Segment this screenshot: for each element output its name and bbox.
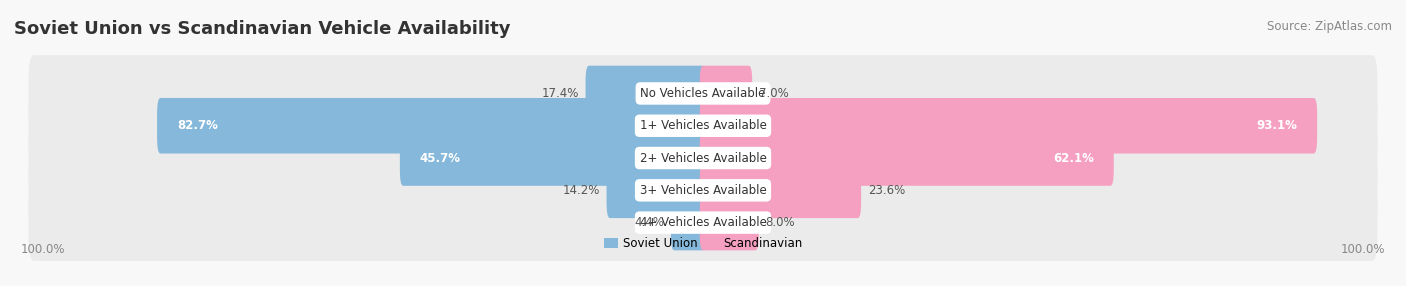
FancyBboxPatch shape xyxy=(700,195,759,250)
FancyBboxPatch shape xyxy=(700,66,752,121)
Text: 23.6%: 23.6% xyxy=(868,184,905,197)
FancyBboxPatch shape xyxy=(28,152,1378,229)
FancyBboxPatch shape xyxy=(28,88,1378,164)
Text: Soviet Union vs Scandinavian Vehicle Availability: Soviet Union vs Scandinavian Vehicle Ava… xyxy=(14,20,510,38)
Text: 62.1%: 62.1% xyxy=(1053,152,1094,164)
Text: 7.0%: 7.0% xyxy=(759,87,789,100)
Text: Source: ZipAtlas.com: Source: ZipAtlas.com xyxy=(1267,20,1392,33)
Text: 82.7%: 82.7% xyxy=(177,119,218,132)
FancyBboxPatch shape xyxy=(700,98,1317,154)
FancyBboxPatch shape xyxy=(157,98,706,154)
FancyBboxPatch shape xyxy=(700,130,1114,186)
Text: No Vehicles Available: No Vehicles Available xyxy=(640,87,766,100)
Text: 100.0%: 100.0% xyxy=(1341,243,1385,256)
Text: 1+ Vehicles Available: 1+ Vehicles Available xyxy=(640,119,766,132)
Text: 14.2%: 14.2% xyxy=(562,184,600,197)
Text: 17.4%: 17.4% xyxy=(541,87,579,100)
Text: 4.4%: 4.4% xyxy=(634,216,664,229)
Text: 100.0%: 100.0% xyxy=(21,243,65,256)
FancyBboxPatch shape xyxy=(585,66,706,121)
FancyBboxPatch shape xyxy=(28,55,1378,132)
Text: 45.7%: 45.7% xyxy=(419,152,461,164)
Text: 3+ Vehicles Available: 3+ Vehicles Available xyxy=(640,184,766,197)
FancyBboxPatch shape xyxy=(28,184,1378,261)
Text: 2+ Vehicles Available: 2+ Vehicles Available xyxy=(640,152,766,164)
Text: 4+ Vehicles Available: 4+ Vehicles Available xyxy=(640,216,766,229)
FancyBboxPatch shape xyxy=(28,120,1378,196)
FancyBboxPatch shape xyxy=(606,162,706,218)
Text: 93.1%: 93.1% xyxy=(1257,119,1298,132)
Legend: Soviet Union, Scandinavian: Soviet Union, Scandinavian xyxy=(603,237,803,250)
FancyBboxPatch shape xyxy=(671,195,706,250)
Text: 8.0%: 8.0% xyxy=(765,216,794,229)
FancyBboxPatch shape xyxy=(700,162,860,218)
FancyBboxPatch shape xyxy=(399,130,706,186)
